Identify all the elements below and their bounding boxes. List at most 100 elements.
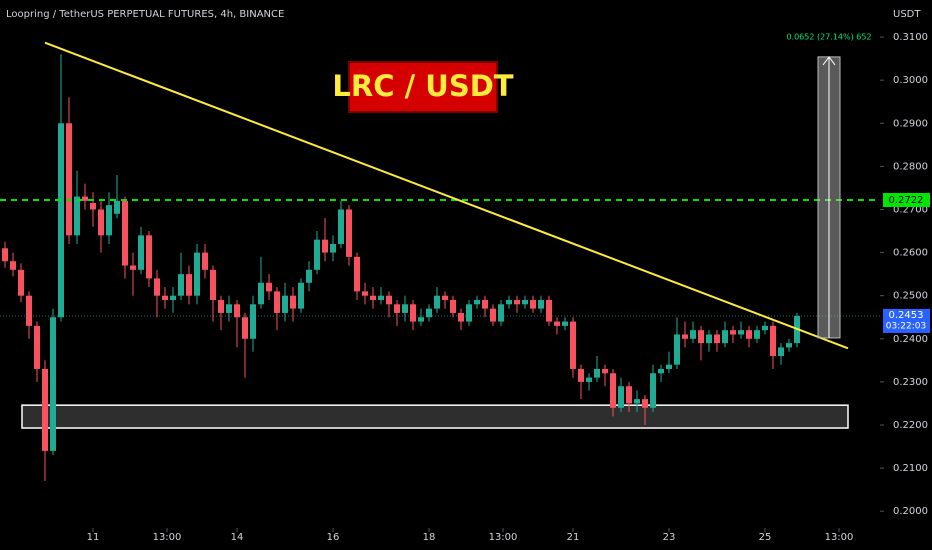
- candle-body: [10, 261, 16, 270]
- candle-body: [362, 291, 368, 296]
- candle-body: [546, 300, 552, 322]
- candle-body: [690, 330, 696, 339]
- candle-body: [58, 123, 64, 318]
- candle-body: [290, 295, 296, 309]
- support-zone: [21, 404, 849, 429]
- candle-body: [170, 295, 176, 300]
- candle-body: [42, 368, 48, 451]
- x-tick-label: 21: [567, 532, 580, 543]
- candle-body: [538, 300, 544, 309]
- candle-body: [442, 295, 448, 300]
- candle-body: [138, 235, 144, 270]
- candle-body: [314, 239, 320, 270]
- candle-body: [250, 304, 256, 339]
- candle-body: [642, 399, 648, 408]
- candle-body: [106, 205, 112, 236]
- y-tick-label: 0.2000: [893, 506, 928, 517]
- candle-body: [274, 291, 280, 313]
- y-tick-label: 0.2500: [893, 291, 928, 302]
- candle-body: [378, 295, 384, 300]
- candle-body: [426, 308, 432, 318]
- candle-body: [178, 274, 184, 296]
- x-tick-label: 11: [87, 532, 100, 543]
- y-tick-label: 0.2600: [893, 248, 928, 259]
- candle-body: [466, 304, 472, 322]
- candle-body: [602, 368, 608, 374]
- countdown-label: 03:22:03: [886, 321, 926, 331]
- candle-body: [722, 330, 728, 344]
- candle-body: [730, 330, 736, 335]
- candle-body: [218, 300, 224, 313]
- candle-body: [410, 304, 416, 322]
- measure-label: 0.0652 (27.14%) 652: [786, 33, 871, 42]
- candle-body: [450, 300, 456, 313]
- candle-body: [658, 368, 664, 374]
- candle-body: [386, 295, 392, 305]
- candle-body: [82, 196, 88, 201]
- x-tick-label: 13:00: [153, 532, 182, 543]
- candle-body: [762, 325, 768, 331]
- candle-body: [394, 304, 400, 313]
- x-tick-label: 14: [231, 532, 244, 543]
- candle-body: [650, 373, 656, 408]
- candle-body: [610, 373, 616, 408]
- candle-body: [330, 243, 336, 253]
- candle-body: [146, 235, 152, 279]
- x-tick-label: 13:00: [489, 532, 518, 543]
- candle-body: [322, 239, 328, 253]
- candle-body: [226, 304, 232, 313]
- candle-body: [306, 269, 312, 283]
- y-tick-label: 0.2200: [893, 420, 928, 431]
- candle-body: [522, 300, 528, 305]
- candle-body: [514, 300, 520, 305]
- candle-body: [26, 295, 32, 326]
- x-tick-label: 23: [663, 532, 676, 543]
- resistance-label-box: [883, 193, 930, 207]
- candle-body: [490, 308, 496, 322]
- candle-body: [754, 330, 760, 339]
- candle-body: [578, 368, 584, 382]
- candle-body: [482, 300, 488, 309]
- y-tick-label: 0.3000: [893, 75, 928, 86]
- candle-body: [498, 304, 504, 322]
- candle-body: [618, 386, 624, 408]
- candle-body: [162, 295, 168, 300]
- candle-body: [346, 209, 352, 257]
- candle-body: [234, 304, 240, 318]
- candle-body: [242, 317, 248, 339]
- candle-body: [50, 317, 56, 451]
- axis-label: USDT: [893, 9, 921, 20]
- candle-body: [2, 248, 8, 262]
- candle-body: [714, 334, 720, 344]
- candle-body: [778, 347, 784, 357]
- candle-body: [786, 343, 792, 348]
- candle-body: [562, 321, 568, 326]
- candle-body: [770, 325, 776, 357]
- plot-area: [0, 41, 880, 482]
- candle-body: [258, 282, 264, 305]
- candle-body: [626, 386, 632, 404]
- x-tick-label: 16: [327, 532, 340, 543]
- candle-body: [570, 321, 576, 369]
- y-tick-label: 0.2900: [893, 118, 928, 129]
- candle-body: [554, 321, 560, 326]
- resistance-label: 0.2722: [889, 195, 924, 206]
- candle-body: [458, 312, 464, 322]
- trendline: [44, 41, 849, 350]
- candle-body: [202, 252, 208, 270]
- candle-body: [98, 209, 104, 236]
- candle-body: [594, 368, 600, 378]
- y-tick-label: 0.2700: [893, 204, 928, 215]
- x-tick-label: 13:00: [825, 532, 854, 543]
- candle-body: [586, 377, 592, 382]
- candle-body: [434, 295, 440, 309]
- candle-body: [402, 304, 408, 313]
- candle-body: [474, 300, 480, 305]
- candle-body: [634, 399, 640, 404]
- x-tick-label: 25: [759, 532, 772, 543]
- candle-body: [338, 209, 344, 244]
- candle-body: [698, 330, 704, 344]
- y-tick-label: 0.2100: [893, 463, 928, 474]
- measure-arrow-head: [822, 56, 836, 66]
- candle-body: [114, 200, 120, 214]
